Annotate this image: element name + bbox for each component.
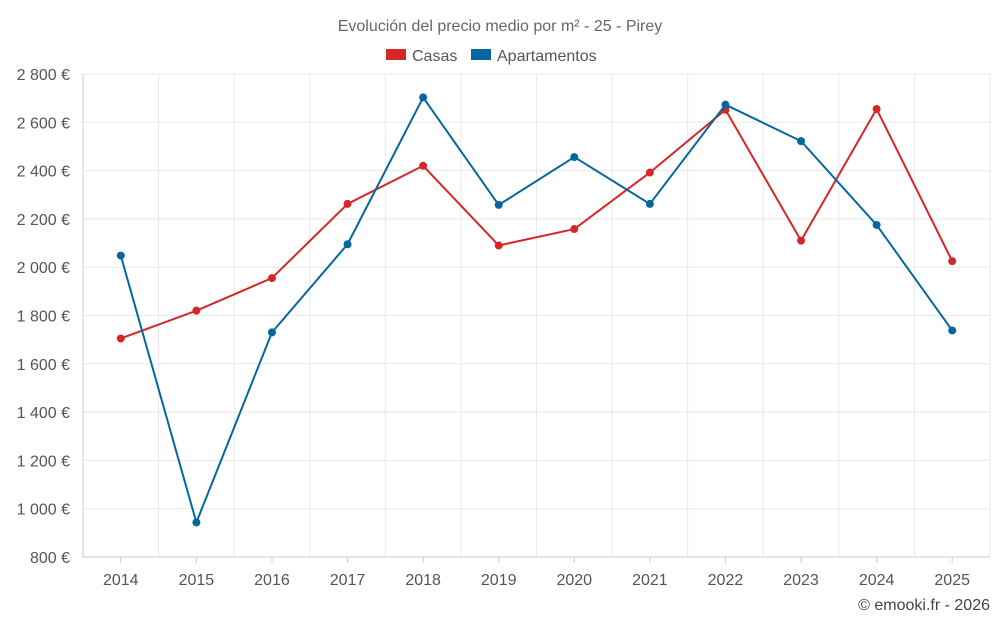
data-point-casas[interactable]: [797, 236, 806, 245]
series-line-casas: [120, 108, 954, 340]
axes: [82, 74, 990, 558]
y-tick-label: 1 400 €: [17, 405, 70, 422]
y-tick-label: 2 400 €: [17, 164, 70, 181]
y-tick-label: 2 000 €: [17, 260, 70, 277]
data-point-casas[interactable]: [419, 161, 428, 170]
x-axis-ticks: 2014 2015 2016 2017 2018 2019 2020 2021 2022 2023…: [103, 557, 970, 589]
data-point-casas[interactable]: [872, 105, 881, 114]
data-point-apartamentos[interactable]: [570, 153, 579, 162]
x-tick-label: 2018: [405, 572, 441, 589]
y-tick-label: 1 600 €: [17, 357, 70, 374]
legend-item-casas[interactable]: Casas: [386, 48, 457, 65]
x-tick-label: 2015: [179, 572, 215, 589]
data-point-apartamentos[interactable]: [872, 220, 881, 229]
series-apartamentos: [116, 93, 957, 527]
y-tick-label: 800 €: [30, 550, 70, 567]
x-tick-label: 2020: [556, 572, 592, 589]
data-point-casas[interactable]: [267, 274, 276, 283]
data-point-apartamentos[interactable]: [721, 100, 730, 109]
legend-swatch-casas: [386, 49, 406, 60]
legend-label-apartamentos: Apartamentos: [497, 48, 597, 65]
x-tick-label: 2021: [632, 572, 668, 589]
x-tick-label: 2023: [783, 572, 819, 589]
y-tick-label: 2 200 €: [17, 212, 70, 229]
data-point-apartamentos[interactable]: [948, 326, 957, 335]
data-point-apartamentos[interactable]: [645, 199, 654, 208]
grid: [83, 73, 991, 557]
series-casas: [116, 105, 957, 343]
y-tick-label: 2 800 €: [17, 67, 70, 84]
data-point-casas[interactable]: [343, 199, 352, 208]
y-tick-label: 1 800 €: [17, 309, 70, 326]
x-tick-label: 2017: [330, 572, 366, 589]
chart-title: Evolución del precio medio por m² - 25 -…: [338, 18, 663, 35]
legend-swatch-apartamentos: [471, 49, 491, 60]
data-point-casas[interactable]: [645, 168, 654, 177]
data-point-casas[interactable]: [192, 306, 201, 315]
legend: Casas Apartamentos: [386, 48, 597, 65]
legend-item-apartamentos[interactable]: Apartamentos: [471, 48, 597, 65]
data-point-casas[interactable]: [948, 257, 957, 266]
data-point-casas[interactable]: [494, 241, 503, 250]
credit-text: © emooki.fr - 2026: [858, 597, 990, 614]
data-point-casas[interactable]: [570, 225, 579, 234]
y-tick-label: 1 200 €: [17, 453, 70, 470]
data-point-apartamentos[interactable]: [116, 251, 125, 260]
x-tick-label: 2024: [859, 572, 895, 589]
series: [116, 93, 957, 527]
data-point-apartamentos[interactable]: [343, 240, 352, 249]
x-tick-label: 2014: [103, 572, 139, 589]
data-point-apartamentos[interactable]: [797, 137, 806, 146]
data-point-casas[interactable]: [116, 334, 125, 343]
x-tick-label: 2016: [254, 572, 290, 589]
y-axis-ticks: 800 € 1 000 € 1 200 € 1 400 € 1 600 € 1 800 €…: [17, 67, 70, 567]
x-tick-label: 2019: [481, 572, 517, 589]
x-tick-label: 2022: [708, 572, 744, 589]
x-tick-label: 2025: [934, 572, 970, 589]
data-point-apartamentos[interactable]: [192, 518, 201, 527]
data-point-apartamentos[interactable]: [494, 200, 503, 209]
y-tick-label: 1 000 €: [17, 502, 70, 519]
data-point-apartamentos[interactable]: [267, 328, 276, 337]
y-tick-label: 2 600 €: [17, 115, 70, 132]
data-point-apartamentos[interactable]: [419, 93, 428, 102]
series-line-apartamentos: [119, 96, 954, 524]
legend-label-casas: Casas: [412, 48, 457, 65]
